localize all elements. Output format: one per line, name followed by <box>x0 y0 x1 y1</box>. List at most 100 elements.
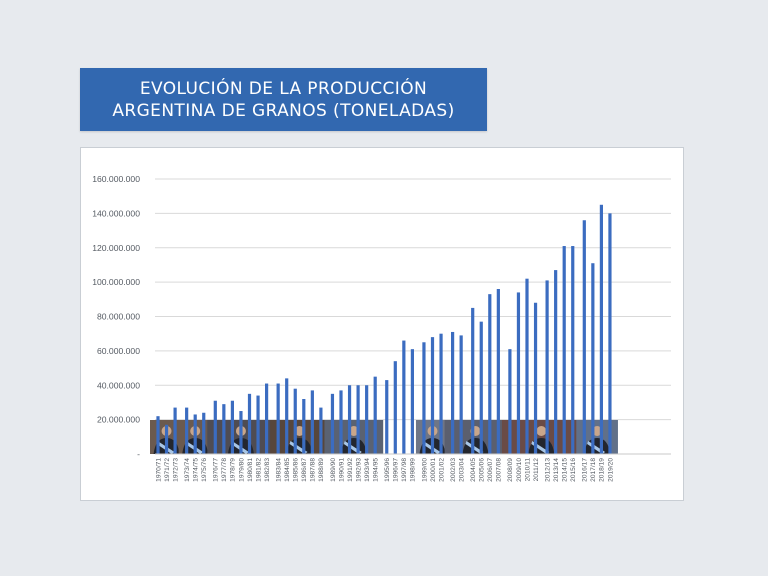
bar <box>164 424 169 454</box>
bar <box>385 380 389 454</box>
x-tick-label: 2017/18 <box>590 458 597 482</box>
bar <box>265 383 269 454</box>
x-tick-label: 2007/08 <box>496 458 503 482</box>
x-tick-label: 1981/82 <box>255 458 262 482</box>
president-photo <box>501 420 581 454</box>
x-tick-label: 1971/72 <box>164 458 171 482</box>
x-tick-label: 1992/93 <box>355 458 362 482</box>
x-tick-label: 1994/95 <box>373 458 380 482</box>
x-tick-label: 2015/16 <box>570 458 577 482</box>
x-tick-label: 1998/99 <box>410 458 417 482</box>
bar <box>256 395 260 454</box>
x-tick-label: 2003/04 <box>458 458 465 482</box>
bar <box>562 246 566 454</box>
president-photo <box>270 420 329 454</box>
bar <box>330 393 335 454</box>
bar <box>173 407 177 454</box>
bar <box>571 246 575 454</box>
x-tick-label: 2012/13 <box>544 458 551 482</box>
x-tick-label: 1995/96 <box>384 458 391 482</box>
bar <box>347 385 352 454</box>
bar <box>496 289 500 454</box>
y-tick-label: 160.000.000 <box>92 174 140 184</box>
title-line-2: ARGENTINA DE GRANOS (TONELADAS) <box>112 100 455 121</box>
bar <box>451 331 455 454</box>
bar <box>430 337 435 454</box>
x-tick-label: 2018/19 <box>599 458 606 482</box>
x-tick-label: 1977/78 <box>221 458 228 482</box>
x-tick-label: 2009/10 <box>516 458 523 482</box>
title-banner: EVOLUCIÓN DE LA PRODUCCIÓN ARGENTINA DE … <box>80 68 487 131</box>
bar <box>402 340 406 454</box>
x-tick-label: 1989/90 <box>330 458 337 482</box>
x-tick-label: 1993/94 <box>364 458 371 482</box>
x-tick-label: 2013/14 <box>553 458 560 482</box>
x-tick-label: 1970/71 <box>155 458 162 482</box>
x-tick-label: 1991/92 <box>347 458 354 482</box>
bar <box>373 376 377 454</box>
bar <box>393 361 397 454</box>
x-tick-label: 1990/91 <box>338 458 345 482</box>
bar <box>193 414 197 454</box>
y-tick-label: 80.000.000 <box>97 312 140 322</box>
bar <box>356 385 360 454</box>
bar <box>239 411 243 454</box>
bar <box>365 385 369 454</box>
x-tick-label: 2010/11 <box>524 458 531 482</box>
bar <box>516 292 521 454</box>
x-tick-label: 1997/98 <box>401 458 408 482</box>
bar <box>410 349 414 454</box>
x-tick-label: 2016/17 <box>582 458 589 482</box>
x-tick-label: 1987/88 <box>310 458 317 482</box>
bar <box>319 407 323 454</box>
bar <box>202 412 206 454</box>
x-tick-label: 2002/03 <box>450 458 457 482</box>
bar <box>533 302 538 454</box>
bar <box>488 294 492 454</box>
x-tick-label: 1985/86 <box>293 458 300 482</box>
x-tick-label: 2005/06 <box>479 458 486 482</box>
bar-chart: - 20.000.000 40.000.000 60.000.000 80.000.00… <box>92 174 671 482</box>
bar <box>185 407 189 454</box>
x-tick-label: 1979/80 <box>238 458 245 482</box>
x-tick-label: 1983/84 <box>275 458 282 482</box>
x-tick-label: 1978/79 <box>230 458 237 482</box>
bar <box>310 390 314 454</box>
bar <box>339 390 343 454</box>
x-tick-label: 2001/02 <box>438 458 445 482</box>
x-tick-label: 1996/97 <box>393 458 400 482</box>
bar <box>422 342 426 454</box>
bar <box>302 399 306 454</box>
bar <box>247 393 252 454</box>
x-tick-label: 1988/89 <box>318 458 325 482</box>
x-tick-label: 1974/75 <box>193 458 200 482</box>
president-photo <box>324 420 384 454</box>
president-photo <box>576 420 618 454</box>
chart-panel: - 20.000.000 40.000.000 60.000.000 80.000.00… <box>80 147 684 501</box>
y-tick-label: 40.000.000 <box>97 380 140 390</box>
x-tick-label: 1973/74 <box>184 458 191 482</box>
bar <box>525 278 529 454</box>
bar <box>222 404 226 454</box>
x-tick-label: 2014/15 <box>562 458 569 482</box>
x-tick-label: 1975/76 <box>201 458 208 482</box>
bar <box>599 204 603 454</box>
bar <box>459 335 463 454</box>
x-tick-label: 1982/83 <box>264 458 271 482</box>
bar <box>471 307 475 454</box>
x-tick-label: 1976/77 <box>213 458 220 482</box>
bar <box>508 349 512 454</box>
x-tick-label: 1984/85 <box>284 458 291 482</box>
x-tick-label: 2006/07 <box>487 458 494 482</box>
title-line-1: EVOLUCIÓN DE LA PRODUCCIÓN <box>139 78 428 99</box>
x-tick-label: 1986/87 <box>301 458 308 482</box>
x-tick-label: 2000/01 <box>430 458 437 482</box>
bar <box>545 280 549 454</box>
bar <box>582 220 586 454</box>
y-tick-label: - <box>137 449 140 459</box>
y-tick-label: 140.000.000 <box>92 208 140 218</box>
bar <box>554 270 558 454</box>
bar <box>591 263 595 454</box>
x-tick-label: 2011/12 <box>533 458 540 482</box>
bar <box>479 321 483 454</box>
